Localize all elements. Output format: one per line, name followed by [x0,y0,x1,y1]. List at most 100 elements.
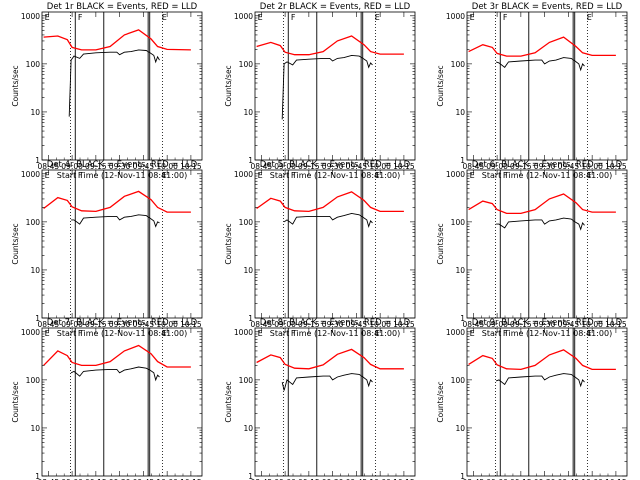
x-tick-label: 09:30 [534,478,556,480]
x-axis-label: Start Time (12-Nov-11 08:41:00) [270,329,400,338]
x-tick-label: 08:45 [251,320,273,329]
panel-title: Det 9r BLACK = Events, RED = LLD [472,318,623,328]
y-tick-label: 1000 [21,170,40,179]
x-tick-label: 09:45 [558,478,580,480]
y-tick-label: 100 [26,376,41,385]
lld-series-line [256,35,404,56]
x-tick-label: 10:15 [180,162,202,171]
events-series-line [496,217,585,231]
y-tick-label: 1 [35,472,40,480]
y-tick-label: 100 [451,376,466,385]
y-tick-label: 100 [239,218,254,227]
y-tick-label: 10 [243,424,253,433]
plot-frame [254,327,416,477]
x-tick-label: 09:15 [85,478,107,480]
marker-label: E [470,329,475,338]
x-tick-label: 09:00 [61,478,83,480]
marker-label: E [258,329,263,338]
plot-frame [254,11,416,161]
y-tick-label: 10 [455,108,465,117]
x-tick-label: 10:15 [605,320,627,329]
x-tick-label: 08:45 [38,162,60,171]
x-tick-label: 08:45 [463,478,485,480]
y-tick-label: 10 [243,108,253,117]
x-tick-label: 08:45 [38,320,60,329]
marker-label: F [78,329,83,338]
marker-label: F [503,329,508,338]
x-tick-label: 09:45 [558,320,580,329]
x-tick-label: 09:30 [322,478,344,480]
y-axis-label: Counts/sec [436,381,445,422]
y-axis-label: Counts/sec [224,223,233,264]
y-axis-label: Counts/sec [224,381,233,422]
y-tick-label: 100 [239,60,254,69]
plot-frame [466,169,628,319]
x-tick-label: 09:15 [510,478,532,480]
x-tick-label: 09:15 [85,320,107,329]
y-tick-label: 100 [26,218,41,227]
y-tick-label: 100 [451,218,466,227]
marker-label: E [258,171,263,180]
x-tick-label: 09:30 [109,162,131,171]
events-series-line [495,373,585,388]
x-axis-label: Start Time (12-Nov-11 08:41:00) [482,171,612,180]
panel-title: Det 5r BLACK = Events, RED = LLD [260,160,411,170]
x-tick-label: 08:45 [38,478,60,480]
x-tick-label: 10:15 [605,478,627,480]
x-tick-label: 09:45 [346,478,368,480]
y-tick-label: 1000 [21,328,40,337]
events-series-line [495,57,585,72]
y-tick-label: 100 [451,60,466,69]
x-tick-label: 10:00 [581,478,603,480]
x-tick-label: 09:45 [346,320,368,329]
marker-label: E [258,13,263,22]
x-tick-label: 09:00 [274,162,296,171]
lld-series-line [468,349,616,371]
x-tick-label: 09:15 [298,162,320,171]
y-tick-label: 1 [248,472,253,480]
plot-frame [466,327,628,477]
x-tick-label: 10:15 [393,162,415,171]
lld-series-line [43,344,191,368]
events-series-line [281,54,373,120]
marker-label: E [162,329,167,338]
panel-title: Det 3r BLACK = Events, RED = LLD [472,2,623,12]
y-tick-label: 1 [248,314,253,323]
marker-label: E [45,329,50,338]
y-tick-label: 1000 [446,12,465,21]
y-tick-label: 1 [460,314,465,323]
x-tick-label: 09:15 [298,478,320,480]
y-tick-label: 1000 [234,12,253,21]
events-series-line [283,212,373,229]
y-axis-label: Counts/sec [11,381,20,422]
plot-frame [41,11,203,161]
x-tick-label: 09:00 [274,320,296,329]
y-tick-label: 1000 [234,328,253,337]
x-tick-label: 10:00 [581,162,603,171]
y-tick-label: 10 [30,266,40,275]
plot-frame [466,11,628,161]
x-tick-label: 09:30 [109,478,131,480]
x-tick-label: 10:00 [369,162,391,171]
panel-title: Det 7r BLACK = Events, RED = LLD [47,318,198,328]
x-tick-label: 08:45 [463,320,485,329]
panel-title: Det 1r BLACK = Events, RED = LLD [47,2,198,12]
y-tick-label: 100 [239,376,254,385]
y-tick-label: 10 [243,266,253,275]
y-tick-label: 10 [30,108,40,117]
y-axis-label: Counts/sec [11,223,20,264]
x-axis-label: Start Time (12-Nov-11 08:41:00) [57,329,187,338]
x-tick-label: 10:00 [156,162,178,171]
y-tick-label: 10 [30,424,40,433]
x-tick-label: 09:30 [322,162,344,171]
y-axis-label: Counts/sec [436,65,445,106]
x-axis-label: Start Time (12-Nov-11 08:41:00) [270,171,400,180]
x-tick-label: 10:15 [393,478,415,480]
y-tick-label: 1 [460,156,465,165]
x-tick-label: 09:45 [346,162,368,171]
